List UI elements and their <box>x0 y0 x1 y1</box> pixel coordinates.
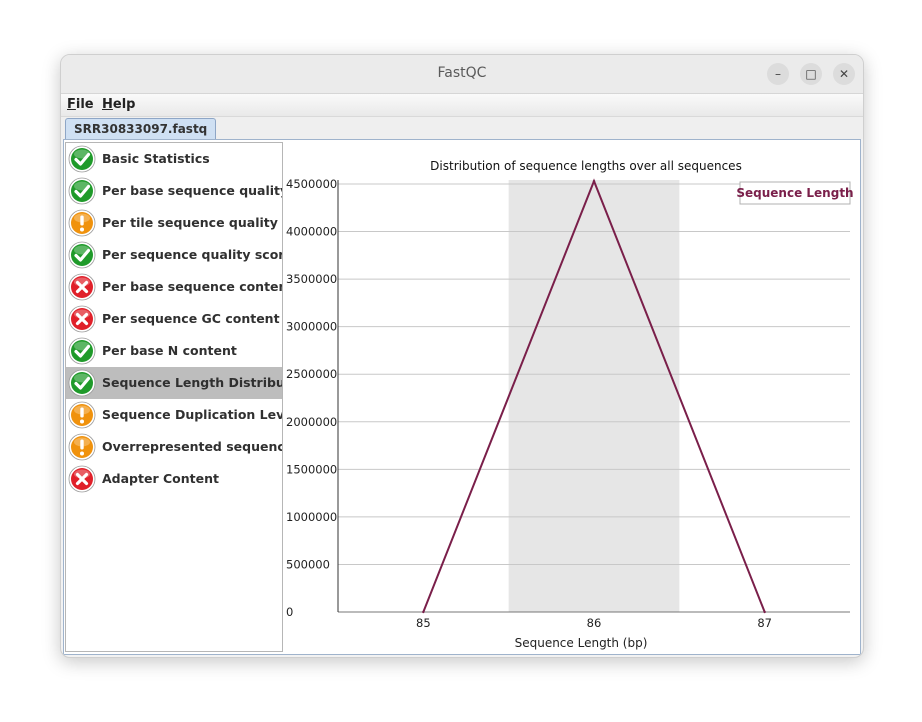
title-bar[interactable]: FastQC – □ ✕ <box>61 55 863 94</box>
menu-file-accel: F <box>67 97 76 112</box>
chart-legend: Sequence Length <box>736 181 854 205</box>
module-item[interactable]: Per sequence GC content <box>66 303 282 335</box>
chart-panel: 0 500000 1000000 1500000 2000000 2500000 30000… <box>282 140 860 654</box>
module-item[interactable]: Per tile sequence quality <box>66 207 282 239</box>
legend-entry: Sequence Length <box>736 186 853 200</box>
y-tick-label: 3500000 <box>286 272 337 286</box>
y-tick-label: 3000000 <box>286 320 337 334</box>
module-label: Adapter Content <box>102 471 219 486</box>
sequence-length-chart: 0 500000 1000000 1500000 2000000 2500000 30000… <box>286 159 854 650</box>
menu-help-label: elp <box>112 97 136 112</box>
module-item[interactable]: Adapter Content <box>66 463 282 495</box>
highlight-band <box>508 180 680 612</box>
report-panel: Basic Statistics Per base sequence qualit… <box>63 139 861 655</box>
chart-title: Distribution of sequence lengths over al… <box>430 159 742 173</box>
module-label: Basic Statistics <box>102 151 210 166</box>
menu-bar: File Help <box>61 94 863 117</box>
legend-box <box>739 181 851 205</box>
y-tick-label: 1000000 <box>286 510 337 524</box>
module-item[interactable]: Per base sequence quality <box>66 175 282 207</box>
maximize-button[interactable]: □ <box>800 63 822 85</box>
fastqc-window: FastQC – □ ✕ File Help SRR30833097.fastq… <box>60 54 864 658</box>
y-tick-label: 4500000 <box>286 177 337 191</box>
menu-file-label: ile <box>75 97 94 112</box>
data-point <box>763 610 766 614</box>
cross-icon <box>68 273 96 301</box>
module-item[interactable]: Sequence Duplication Levels <box>66 399 282 431</box>
window-title: FastQC <box>437 65 487 81</box>
x-tick-label: 87 <box>757 616 772 630</box>
module-label: Per tile sequence quality <box>102 215 278 230</box>
cross-icon <box>68 305 96 333</box>
module-label: Per base sequence content <box>102 279 283 294</box>
x-axis-label: Sequence Length (bp) <box>515 636 648 650</box>
module-label: Overrepresented sequences <box>102 439 283 454</box>
module-item[interactable]: Per sequence quality scores <box>66 239 282 271</box>
module-label: Per base sequence quality <box>102 183 283 198</box>
module-item[interactable]: Per base N content <box>66 335 282 367</box>
module-list: Basic Statistics Per base sequence qualit… <box>65 142 283 652</box>
data-point <box>592 179 596 183</box>
module-label: Sequence Length Distribution <box>102 375 282 390</box>
menu-help-accel: H <box>102 97 113 112</box>
module-label: Per sequence quality scores <box>102 247 283 262</box>
module-item[interactable]: Per base sequence content <box>66 271 282 303</box>
y-tick-label: 2000000 <box>286 415 337 429</box>
minimize-button[interactable]: – <box>767 63 789 85</box>
warning-icon <box>68 209 96 237</box>
module-label: Per base N content <box>102 343 237 358</box>
warning-icon <box>68 401 96 429</box>
module-item[interactable]: Overrepresented sequences <box>66 431 282 463</box>
check-icon <box>68 241 96 269</box>
check-icon <box>68 145 96 173</box>
close-button[interactable]: ✕ <box>833 63 855 85</box>
file-tab-strip: SRR30833097.fastq <box>61 117 863 139</box>
y-tick-label: 1500000 <box>286 462 337 476</box>
check-icon <box>68 337 96 365</box>
x-tick-label: 86 <box>587 616 602 630</box>
cross-icon <box>68 465 96 493</box>
x-tick-label: 85 <box>416 616 431 630</box>
check-icon <box>68 369 96 397</box>
module-item[interactable]: Basic Statistics <box>66 143 282 175</box>
module-label: Per sequence GC content <box>102 311 280 326</box>
y-tick-label: 500000 <box>286 557 330 571</box>
check-icon <box>68 177 96 205</box>
menu-help[interactable]: Help <box>102 97 135 112</box>
file-tab[interactable]: SRR30833097.fastq <box>65 118 217 139</box>
y-tick-label: 0 <box>286 605 293 619</box>
y-tick-label: 4000000 <box>286 225 337 239</box>
data-point <box>422 610 425 614</box>
module-label: Sequence Duplication Levels <box>102 407 283 422</box>
module-item[interactable]: Sequence Length Distribution <box>66 367 282 399</box>
menu-file[interactable]: File <box>67 97 94 112</box>
y-tick-label: 2500000 <box>286 367 337 381</box>
warning-icon <box>68 433 96 461</box>
